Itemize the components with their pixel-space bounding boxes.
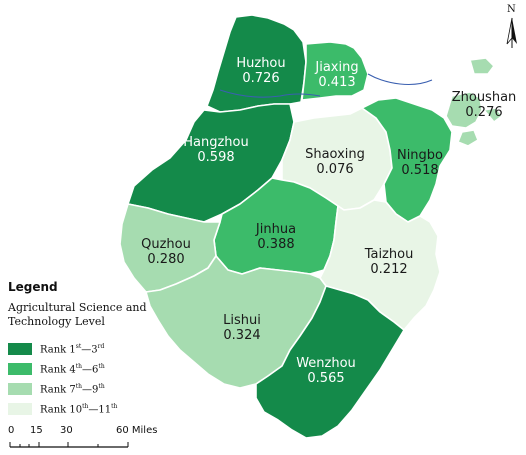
region-jiaxing[interactable]	[301, 41, 369, 101]
label-hangzhou-value: 0.598	[197, 150, 234, 165]
label-lishui-value: 0.324	[223, 328, 260, 343]
legend-title: Legend	[8, 280, 58, 294]
legend-label: Rank 4th—6th	[40, 362, 105, 376]
region-zhoushan[interactable]	[439, 57, 503, 147]
label-quzhou-value: 0.280	[147, 252, 184, 267]
region-taizhou[interactable]	[319, 199, 441, 331]
region-ningbo[interactable]	[361, 97, 453, 223]
legend-label: Rank 7th—9th	[40, 382, 105, 396]
coastline-water-line	[367, 73, 433, 86]
river-line	[219, 89, 321, 98]
scale-tick-label: 30	[60, 425, 73, 436]
label-hangzhou-name: Hangzhou	[183, 135, 249, 150]
legend-swatch	[8, 403, 32, 415]
legend-label: Rank 1st—3rd	[40, 342, 105, 356]
legend-swatch	[8, 343, 32, 355]
scale-tick-label: 15	[30, 425, 43, 436]
north-arrow-icon	[506, 17, 517, 48]
label-taizhou-value: 0.212	[370, 262, 407, 277]
label-taizhou-name: Taizhou	[364, 247, 414, 262]
legend-item: Rank 4th—6th	[8, 362, 105, 376]
label-quzhou-name: Quzhou	[141, 237, 191, 252]
label-lishui-name: Lishui	[223, 313, 261, 328]
label-wenzhou-value: 0.565	[307, 371, 344, 386]
label-jinhua-name: Jinhua	[255, 222, 296, 237]
label-shaoxing-name: Shaoxing	[305, 147, 365, 162]
legend-swatch	[8, 383, 32, 395]
label-ningbo-name: Ningbo	[397, 148, 443, 163]
label-wenzhou-name: Wenzhou	[296, 356, 356, 371]
label-ningbo-value: 0.518	[401, 163, 438, 178]
legend-subtitle: Agricultural Science and Technology Leve…	[8, 301, 147, 328]
label-jiaxing-name: Jiaxing	[314, 60, 358, 75]
legend-swatch	[8, 363, 32, 375]
label-jiaxing-value: 0.413	[318, 75, 355, 90]
label-huzhou-value: 0.726	[242, 71, 279, 86]
legend-item: Rank 7th—9th	[8, 382, 105, 396]
legend-item: Rank 1st—3rd	[8, 342, 104, 356]
label-zhoushan-name: Zhoushan	[452, 90, 517, 105]
label-jinhua-value: 0.388	[257, 237, 294, 252]
region-wenzhou[interactable]	[255, 285, 405, 439]
scale-bar: 0 15 30 60 Miles	[8, 425, 178, 455]
legend-item: Rank 10th—11th	[8, 402, 117, 416]
north-label: N	[507, 4, 516, 15]
label-shaoxing-value: 0.076	[316, 162, 353, 177]
scale-tick-label: 0	[8, 425, 15, 436]
label-zhoushan-value: 0.276	[465, 105, 502, 120]
scale-tick-label: 60 Miles	[116, 425, 158, 436]
label-huzhou-name: Huzhou	[236, 56, 285, 71]
legend-label: Rank 10th—11th	[40, 402, 118, 416]
scale-bar-graphic	[9, 442, 129, 448]
